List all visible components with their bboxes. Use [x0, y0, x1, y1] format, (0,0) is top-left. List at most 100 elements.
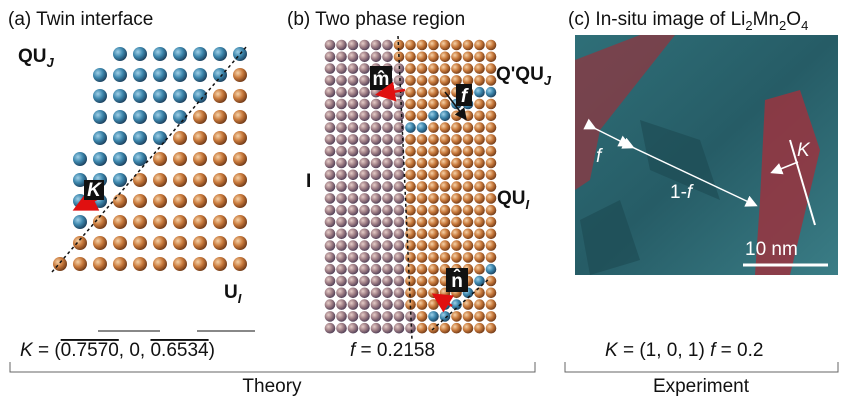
atom: [405, 170, 416, 181]
atom: [405, 158, 416, 169]
atom: [463, 170, 474, 181]
equation: f = 0.2158: [350, 340, 435, 361]
atom: [394, 311, 405, 322]
atom: [394, 170, 405, 181]
atom: [474, 193, 485, 204]
atom: [474, 288, 485, 299]
atom: [463, 52, 474, 63]
atom: [336, 63, 347, 74]
atom: [325, 264, 336, 275]
atom: [463, 217, 474, 228]
label: I: [306, 171, 311, 192]
atom: [348, 170, 359, 181]
atom: [440, 75, 451, 86]
atom: [325, 146, 336, 157]
atom: [371, 122, 382, 133]
atom: [382, 299, 393, 310]
atom: [440, 240, 451, 251]
panel-title: (b) Two phase region: [287, 9, 465, 30]
atom: [405, 252, 416, 263]
atom: [463, 252, 474, 263]
atom: [394, 111, 405, 122]
atom: [193, 68, 207, 82]
group-label: Theory: [242, 376, 302, 397]
atom: [428, 252, 439, 263]
atom: [417, 40, 428, 51]
atom: [73, 152, 87, 166]
atom: [359, 99, 370, 110]
atom: [371, 240, 382, 251]
atom: [348, 288, 359, 299]
atom: [428, 193, 439, 204]
atom: [325, 134, 336, 145]
label: K: [87, 180, 102, 201]
atom: [428, 134, 439, 145]
atom: [153, 47, 167, 61]
atom: [428, 276, 439, 287]
atom: [213, 257, 227, 271]
atom: [73, 257, 87, 271]
atom: [486, 40, 497, 51]
atom: [486, 217, 497, 228]
atom: [213, 47, 227, 61]
atom: [440, 311, 451, 322]
atom: [113, 47, 127, 61]
atom: [133, 215, 147, 229]
atom: [348, 229, 359, 240]
atom: [348, 205, 359, 216]
atom: [394, 193, 405, 204]
atom: [325, 240, 336, 251]
atom: [382, 99, 393, 110]
atom: [394, 288, 405, 299]
atom: [233, 68, 247, 82]
atom: [336, 229, 347, 240]
atom: [463, 134, 474, 145]
atom: [336, 240, 347, 251]
atom: [474, 170, 485, 181]
atom: [359, 264, 370, 275]
atom: [463, 193, 474, 204]
atom: [336, 111, 347, 122]
atom: [359, 63, 370, 74]
atom: [440, 323, 451, 334]
atom: [336, 52, 347, 63]
atom: [428, 240, 439, 251]
atom: [382, 205, 393, 216]
atom: [428, 87, 439, 98]
atom: [173, 236, 187, 250]
atom: [394, 299, 405, 310]
atom: [463, 146, 474, 157]
panel-title: (c) In-situ image of Li2Mn2O4: [568, 9, 808, 33]
atom: [336, 75, 347, 86]
atom: [113, 89, 127, 103]
atom: [348, 52, 359, 63]
atom: [382, 122, 393, 133]
atom: [428, 52, 439, 63]
atom: [325, 311, 336, 322]
atom: [193, 236, 207, 250]
atom: [474, 217, 485, 228]
atom: [474, 40, 485, 51]
atom: [463, 111, 474, 122]
atom: [336, 158, 347, 169]
atom: [417, 193, 428, 204]
atom: [428, 264, 439, 275]
atom: [336, 40, 347, 51]
atom: [440, 134, 451, 145]
atom: [440, 193, 451, 204]
atom: [417, 181, 428, 192]
atom: [474, 158, 485, 169]
atom: [440, 52, 451, 63]
atom: [394, 99, 405, 110]
atom: [371, 193, 382, 204]
atom: [417, 146, 428, 157]
atom: [325, 217, 336, 228]
atom: [405, 205, 416, 216]
atom: [173, 215, 187, 229]
atom: [451, 193, 462, 204]
atom: [463, 181, 474, 192]
atom: [371, 264, 382, 275]
atom: [233, 131, 247, 145]
atom: [405, 63, 416, 74]
atom: [440, 170, 451, 181]
